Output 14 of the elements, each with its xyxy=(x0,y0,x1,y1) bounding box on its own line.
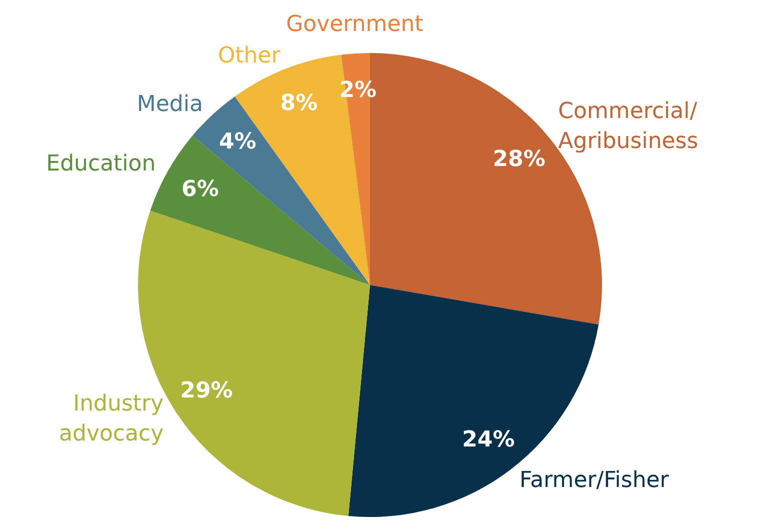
slice-label: Other xyxy=(218,43,282,68)
data-label: 4% xyxy=(218,129,256,154)
data-label: 8% xyxy=(280,91,318,116)
slice-label: Media xyxy=(136,92,203,117)
slice-label: Farmer/Fisher xyxy=(520,468,670,493)
data-label: 29% xyxy=(180,378,233,404)
data-label: 2% xyxy=(339,78,377,103)
data-label: 6% xyxy=(182,176,219,202)
slice-label: Government xyxy=(286,12,424,37)
data-label: 28% xyxy=(492,146,546,172)
slice-label: Industry advocacy xyxy=(58,391,164,446)
slice-label: Education xyxy=(46,152,156,177)
slice-label: Commercial/Agribusiness xyxy=(558,99,698,154)
data-label: 24% xyxy=(462,427,515,452)
